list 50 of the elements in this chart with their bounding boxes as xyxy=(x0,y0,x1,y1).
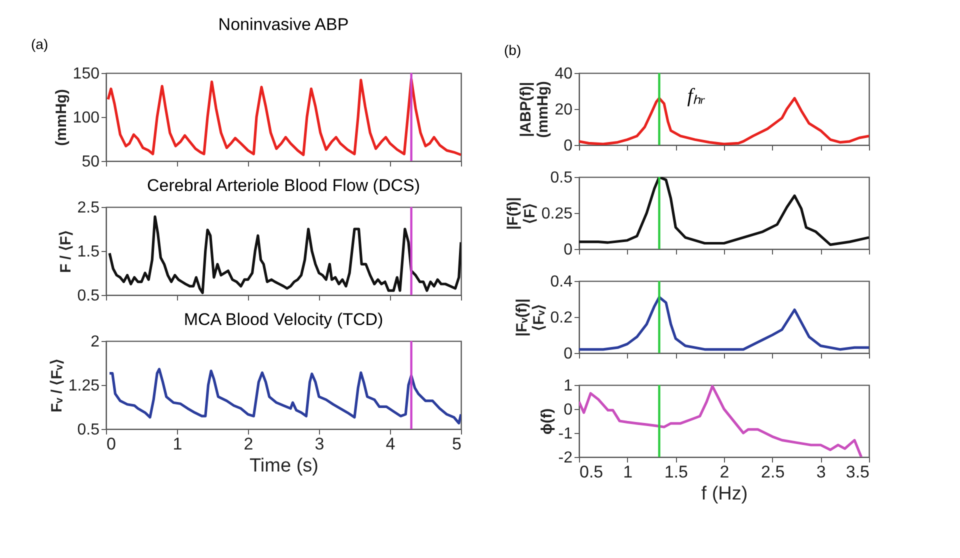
chart-title: Noninvasive ABP xyxy=(218,15,349,34)
y-axis-title: |ABP(f)| (mmHg) xyxy=(518,81,552,138)
x-axis-title: f (Hz) xyxy=(701,484,748,504)
chart-title: MCA Blood Velocity (TCD) xyxy=(184,310,384,329)
y-tick-label: 50 xyxy=(82,154,100,170)
y-tick-label: -1 xyxy=(558,426,573,442)
y-tick-label: 1 xyxy=(564,378,573,394)
y-axis-title: |Fᵥ(f)| ⟨Fᵥ⟩ xyxy=(513,298,548,336)
x-tick-label: 1 xyxy=(623,462,633,482)
x-axis-title: Time (s) xyxy=(250,456,318,476)
y-tick-label: 0 xyxy=(564,242,573,258)
x-tick-label: 3.5 xyxy=(846,462,870,482)
y-axis-title: ϕ(f) xyxy=(538,408,556,435)
y-axis-title: F / ⟨F⟩ xyxy=(57,230,74,273)
x-tick-label: 1 xyxy=(172,434,182,454)
y-tick-label: 0.5 xyxy=(77,422,100,438)
y-tick-label: 0 xyxy=(564,138,573,154)
x-tick-label: 3 xyxy=(816,462,826,482)
x-tick-label: 4 xyxy=(386,434,396,454)
x-tick-label: 0.5 xyxy=(580,462,604,482)
y-tick-label: 0.25 xyxy=(541,206,573,222)
y-tick-label: 0.5 xyxy=(550,170,573,186)
y-tick-label: 1.25 xyxy=(68,378,100,394)
y-tick-label: 0.2 xyxy=(550,310,573,326)
x-tick-label: 0 xyxy=(106,434,116,454)
y-axis-title: |F(f)| ⟨F⟩ xyxy=(504,197,538,230)
y-tick-label: 0 xyxy=(564,346,573,362)
x-tick-label: 2 xyxy=(244,434,254,454)
y-axis-title: (mmHg) xyxy=(52,89,70,146)
x-tick-label: 2.5 xyxy=(761,462,785,482)
x-tick-label: 5 xyxy=(452,434,462,454)
y-tick-label: 20 xyxy=(554,102,573,118)
x-tick-label: 3 xyxy=(314,434,324,454)
y-tick-label: -2 xyxy=(558,450,573,466)
y-tick-label: 40 xyxy=(554,66,573,82)
y-tick-label: 0.4 xyxy=(550,274,573,290)
y-tick-label: 0.5 xyxy=(77,288,100,304)
y-tick-label: 150 xyxy=(72,66,100,82)
chart-title: Cerebral Arteriole Blood Flow (DCS) xyxy=(146,176,420,195)
x-tick-label: 1.5 xyxy=(664,462,688,482)
x-tick-label: 2 xyxy=(720,462,730,482)
annotation: fₕᵣ xyxy=(687,85,706,108)
text: (a) xyxy=(31,36,48,52)
y-axis-title: Fᵥ / ⟨Fᵥ⟩ xyxy=(48,358,66,412)
y-tick-label: 0 xyxy=(564,402,573,418)
y-tick-label: 100 xyxy=(72,110,100,126)
y-tick-label: 2.5 xyxy=(77,200,100,216)
y-tick-label: 2 xyxy=(90,334,100,350)
text: (b) xyxy=(504,42,522,58)
y-tick-label: 1.5 xyxy=(77,244,100,260)
